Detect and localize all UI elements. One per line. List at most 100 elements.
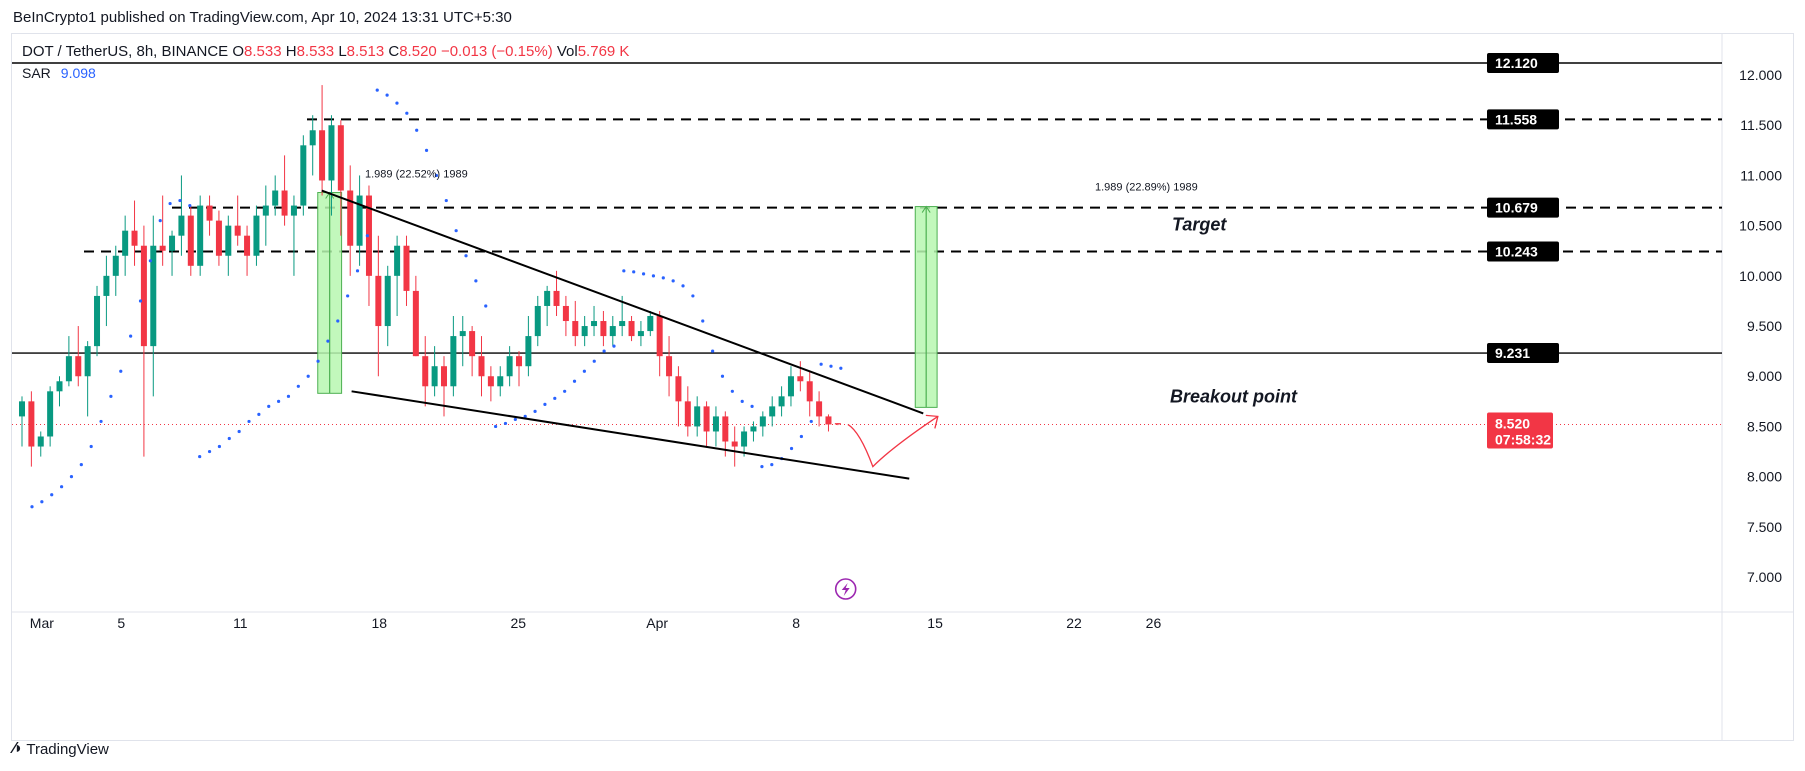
sar-dot (740, 399, 744, 403)
price-badge (1487, 53, 1559, 73)
open-label: O (232, 43, 245, 60)
sar-dot (40, 500, 44, 504)
candle-body (253, 215, 260, 256)
price-badge-label: 12.120 (1495, 55, 1538, 71)
price-tick-label: 9.000 (1747, 368, 1782, 384)
candle-body (684, 401, 691, 427)
price-badge-label: 10.243 (1495, 243, 1538, 259)
candle-body (703, 406, 710, 432)
candle-body (628, 321, 635, 337)
sar-dot (612, 344, 616, 348)
sar-dot (819, 362, 823, 366)
price-badge (1487, 109, 1559, 130)
low-label: L (338, 43, 347, 60)
candle-body (825, 416, 832, 425)
sar-dot (799, 434, 803, 439)
price-badge (1487, 241, 1559, 262)
sar-dot (503, 421, 508, 426)
candle-body (431, 366, 438, 387)
sar-dot (464, 254, 468, 258)
wedge-upper-line (321, 189, 924, 415)
sar-dot (592, 359, 596, 363)
candle-body (769, 406, 776, 417)
sar-dot (720, 374, 725, 378)
volume-label: Vol (556, 43, 578, 60)
sar-dot (434, 173, 439, 178)
candle-body (506, 356, 513, 377)
sar-dot (671, 279, 675, 283)
sar-dot (129, 334, 133, 338)
candle-body (562, 305, 569, 322)
candle-body (459, 331, 466, 337)
candle-body (56, 381, 63, 392)
sar-label: SAR (22, 65, 51, 81)
sar-dot (474, 279, 478, 283)
price-badge-label: 9.231 (1495, 345, 1530, 361)
candle-body (122, 230, 129, 256)
low-value: 8.513 (346, 43, 385, 60)
candle-body (159, 245, 166, 251)
sar-dot (730, 389, 734, 393)
price-tick-label: 8.500 (1747, 418, 1782, 434)
candle-body (600, 321, 607, 337)
sar-dot (523, 414, 527, 419)
price-tick-label: 8.000 (1747, 469, 1782, 485)
candle-body (469, 331, 476, 357)
chart-canvas[interactable]: 7.000 7.500 8.000 8.500 9.000 9.500 10.000 10.5… (12, 34, 1793, 740)
price-tick-label: 12.000 (1739, 67, 1782, 83)
candle-body (572, 321, 579, 337)
chart-frame[interactable]: 7.000 7.500 8.000 8.500 9.000 9.500 10.000 10.5… (11, 33, 1794, 741)
candle-body (553, 290, 560, 306)
candle-body (169, 235, 176, 251)
sar-dot (148, 259, 152, 263)
candle-body (525, 336, 532, 367)
candle-body (262, 205, 269, 216)
sar-dot (30, 505, 34, 509)
price-tick-label: 7.500 (1747, 519, 1782, 535)
sar-dot (750, 404, 754, 408)
sar-legend[interactable]: SAR 9.098 (22, 65, 96, 81)
candle-body (103, 275, 110, 296)
time-tick-label: 15 (927, 615, 943, 631)
high-value: 8.533 (296, 43, 335, 60)
sar-dot (346, 294, 350, 298)
sar-dot (138, 299, 143, 303)
sar-dot (50, 493, 54, 497)
candle-body (65, 356, 72, 382)
candle-body (37, 436, 44, 447)
sar-dot (296, 384, 300, 388)
sar-dot (168, 201, 172, 206)
sar-dot (632, 270, 636, 274)
close-label: C (388, 43, 400, 60)
sar-dot (59, 485, 64, 489)
sar-dot (681, 284, 685, 288)
candle-body (75, 356, 82, 377)
candle-body (797, 376, 804, 382)
sar-dot (257, 412, 261, 416)
sar-dot (444, 198, 448, 203)
time-tick-label: Mar (30, 615, 54, 631)
sar-dot (247, 419, 251, 424)
sar-dot (316, 359, 320, 363)
candle-body (806, 381, 813, 402)
sar-dot (188, 203, 192, 208)
candle-body (656, 316, 663, 357)
sar-dot (109, 394, 113, 398)
candle-body (675, 376, 682, 402)
sar-dot (563, 389, 567, 393)
footer-brand[interactable]: ⁄◗ TradingView (13, 740, 109, 758)
sar-dot (602, 349, 606, 353)
sar-dot (641, 272, 646, 276)
price-badge-label: 10.679 (1495, 200, 1538, 216)
candle-body (487, 376, 494, 387)
measure-arrowhead (921, 205, 931, 213)
sar-dot (227, 436, 231, 441)
sar-dot (375, 88, 379, 92)
sar-value: 9.098 (60, 65, 96, 81)
symbol-label[interactable]: DOT / TetherUS, 8h, BINANCE (22, 43, 229, 60)
candle-body (234, 225, 241, 236)
sar-dot (395, 101, 399, 105)
candle-body (347, 190, 354, 246)
price-tick-label: 11.500 (1740, 117, 1782, 133)
sar-dot (326, 339, 330, 343)
